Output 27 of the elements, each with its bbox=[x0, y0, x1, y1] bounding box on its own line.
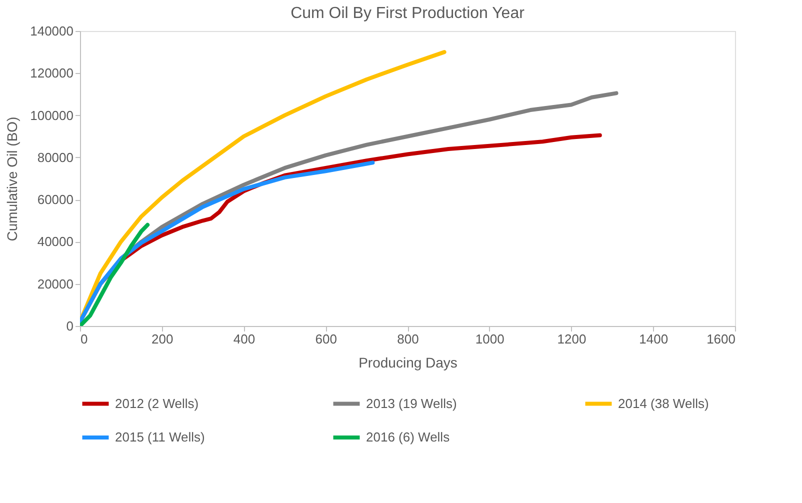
legend-label: 2012 (2 Wells) bbox=[115, 396, 199, 411]
y-tick-label: 0 bbox=[66, 318, 74, 334]
y-tick-label: 100000 bbox=[30, 108, 74, 123]
x-tick-label: 400 bbox=[233, 332, 256, 346]
x-tick-label: 1200 bbox=[557, 332, 586, 346]
x-axis-title: Producing Days bbox=[358, 354, 458, 370]
x-tick-label: 200 bbox=[152, 332, 174, 346]
x-tick-label: 0 bbox=[80, 332, 88, 346]
x-tick-label: 600 bbox=[315, 332, 337, 346]
line-series bbox=[80, 160, 375, 324]
y-tick-label: 60000 bbox=[37, 192, 74, 208]
y-axis-title: Cumulative Oil (BO) bbox=[4, 116, 20, 242]
y-tick-label: 40000 bbox=[37, 234, 74, 250]
legend-label: 2013 (19 Wells) bbox=[366, 396, 457, 411]
x-tick-label: 800 bbox=[397, 332, 419, 346]
y-tick-label: 80000 bbox=[37, 150, 74, 165]
y-tick-label: 20000 bbox=[37, 276, 74, 292]
y-tick-label: 140000 bbox=[30, 24, 74, 38]
y-tick-label: 120000 bbox=[30, 66, 74, 81]
legend-label: 2014 (38 Wells) bbox=[618, 396, 709, 411]
legend-label: 2015 (11 Wells) bbox=[115, 430, 205, 444]
line-series bbox=[80, 222, 150, 326]
legend-label: 2016 (6) Wells bbox=[366, 430, 450, 444]
x-tick-label: 1400 bbox=[639, 332, 668, 346]
x-tick-label: 1000 bbox=[475, 332, 504, 346]
x-tick-label: 1600 bbox=[706, 332, 736, 346]
chart-title: Cum Oil By First Production Year bbox=[290, 5, 526, 22]
